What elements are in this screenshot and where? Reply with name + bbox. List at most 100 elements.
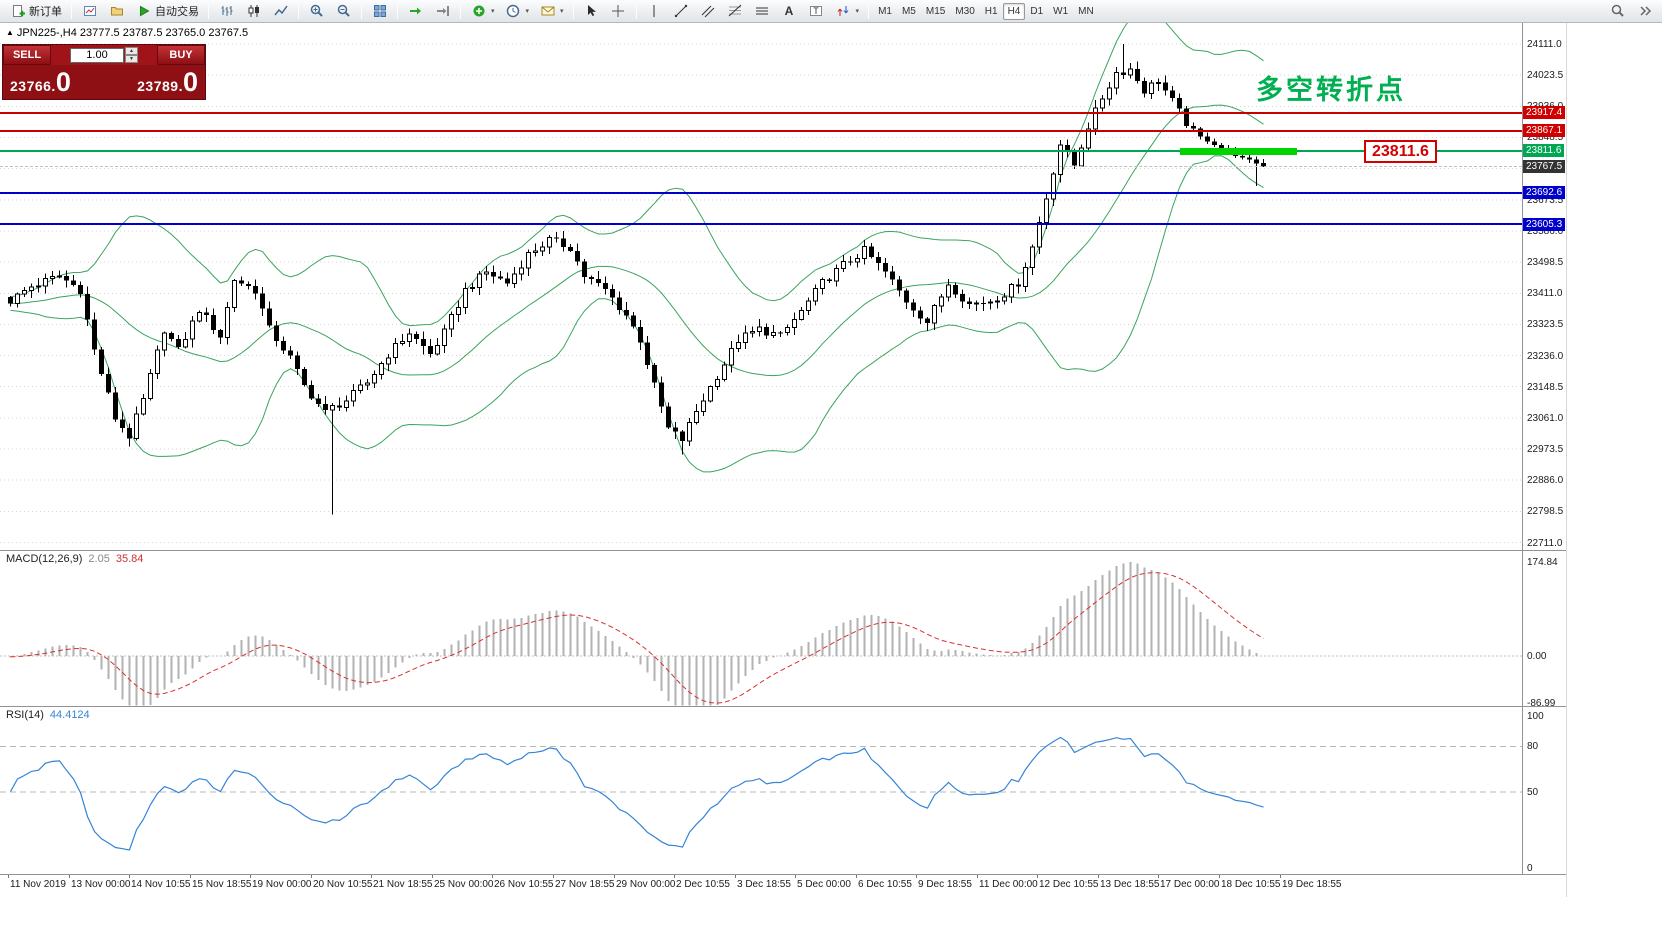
rsi-scale-label: 0 [1527, 863, 1533, 874]
buy-price-button[interactable]: 23789.0 [137, 69, 198, 96]
new-chart-icon-button[interactable] [76, 2, 103, 21]
toolbar-overflow-icon-button[interactable] [1631, 2, 1658, 21]
arrows-icon-button[interactable]: ▾ [830, 2, 865, 21]
horizontal-line-object[interactable] [0, 112, 1522, 114]
text-label-icon-button[interactable]: T [803, 2, 830, 21]
buy-price-big-digit: 0 [182, 67, 198, 97]
highlight-bar-object[interactable] [1180, 148, 1297, 155]
horizontal-line-object[interactable] [0, 223, 1522, 225]
turning-point-annotation[interactable]: 多空转折点 [1256, 75, 1406, 105]
chart-shift-icon [434, 3, 451, 20]
time-axis-tick [916, 875, 917, 878]
chart-shift-icon-button[interactable] [429, 2, 456, 21]
time-axis[interactable]: 11 Nov 2019 13 Nov 00:00 14 Nov 10:55 15 No… [0, 875, 1566, 897]
price-scale-border [1522, 23, 1523, 875]
rsi-scale-label: 100 [1527, 711, 1544, 722]
price-scale-label: 23148.5 [1527, 382, 1564, 393]
arrows-icon [835, 3, 852, 20]
sell-price-button[interactable]: 23766.0 [10, 69, 71, 96]
volume-down-button[interactable]: ▼ [125, 55, 138, 63]
macd-main-value: 2.05 [88, 553, 110, 565]
timeframe-mn-button[interactable]: MN [1073, 3, 1099, 20]
time-axis-tick [311, 875, 312, 878]
toolbar-separator [572, 3, 574, 19]
toolbar-separator [460, 3, 461, 19]
time-axis-label: 20 Nov 10:55 [313, 879, 373, 890]
profiles-icon-button[interactable] [103, 2, 130, 21]
one-click-toggle-icon[interactable]: ▲ [6, 28, 14, 37]
buy-button[interactable]: BUY [157, 45, 205, 65]
price-scale-label: 24111.0 [1527, 39, 1562, 50]
text-icon: A [781, 3, 798, 20]
svg-text:T: T [813, 6, 819, 16]
timeframe-h4-button[interactable]: H4 [1002, 2, 1026, 20]
toolbar-separator [868, 3, 870, 19]
zoom-in-icon-button[interactable] [303, 2, 330, 21]
one-click-prices: 23766.0 23789.0 [3, 65, 205, 99]
time-axis-label: 19 Dec 18:55 [1282, 879, 1342, 890]
pane-separator[interactable] [0, 550, 1566, 551]
timeframe-w1-button[interactable]: W1 [1048, 3, 1073, 20]
periodicity-icon-button[interactable]: ▾ [500, 2, 535, 21]
time-axis-label: 17 Dec 00:00 [1160, 879, 1220, 890]
line-chart-icon-button[interactable] [267, 2, 294, 21]
auto-trading-icon [135, 3, 152, 20]
cursor-icon-button[interactable] [578, 2, 605, 21]
line-chart-icon [272, 3, 289, 20]
pane-separator[interactable] [0, 706, 1566, 707]
buy-price: 23789. [137, 78, 183, 94]
rsi-canvas[interactable] [0, 707, 1522, 874]
timeframe-m30-button[interactable]: M30 [950, 3, 979, 20]
volume-up-button[interactable]: ▲ [125, 47, 138, 55]
new-order-button[interactable]: 新订单 [4, 2, 67, 21]
price-scale-label: 23498.5 [1527, 257, 1564, 268]
horizontal-line-object[interactable] [0, 130, 1522, 132]
macd-name: MACD(12,26,9) [6, 553, 83, 565]
search-icon-button[interactable] [1604, 2, 1631, 21]
volume-input[interactable] [70, 47, 124, 63]
timeframe-d1-button[interactable]: D1 [1025, 3, 1048, 20]
toolbar-separator [635, 3, 637, 19]
time-axis-label: 27 Nov 18:55 [555, 879, 615, 890]
volume-stepper: ▲ ▼ [125, 47, 138, 63]
horizontal-line-object[interactable] [0, 192, 1522, 194]
timeframe-m5-button[interactable]: M5 [897, 3, 921, 20]
timeframe-m1-button[interactable]: M1 [873, 3, 897, 20]
tile-windows-icon-button[interactable] [366, 2, 393, 21]
fibonacci-icon [727, 3, 744, 20]
time-axis-tick [1037, 875, 1038, 878]
text-icon-button[interactable]: A [776, 2, 803, 21]
templates-icon-button[interactable]: ▾ [534, 2, 569, 21]
zoom-out-icon-button[interactable] [330, 2, 357, 21]
toolbar-separator [71, 3, 72, 19]
zoom-out-icon [335, 3, 352, 20]
price-scale-label: 23236.0 [1527, 351, 1564, 362]
vertical-line-icon-button[interactable] [641, 2, 668, 21]
trendline-icon-button[interactable] [668, 2, 695, 21]
time-axis-tick [795, 875, 796, 878]
timeframe-h1-button[interactable]: H1 [980, 3, 1003, 20]
time-axis-label: 15 Nov 18:55 [192, 879, 252, 890]
horizontal-line-object[interactable] [0, 150, 1522, 152]
time-axis-tick [432, 875, 433, 878]
horizontal-lines-icon [754, 3, 771, 20]
toolbar-separator [361, 3, 362, 19]
price-callout-box[interactable]: 23811.6 [1364, 140, 1437, 163]
auto-scroll-icon-button[interactable] [402, 2, 429, 21]
channel-icon-button[interactable] [695, 2, 722, 21]
price-scale-label: 23848.5 [1527, 132, 1564, 143]
pane-separator[interactable] [0, 874, 1566, 875]
main-chart-canvas[interactable] [0, 23, 1522, 550]
crosshair-icon-button[interactable] [605, 2, 632, 21]
time-axis-label: 11 Nov 2019 [10, 879, 66, 890]
bars-icon-button[interactable] [213, 2, 240, 21]
fibonacci-icon-button[interactable] [722, 2, 749, 21]
timeframe-m15-button[interactable]: M15 [921, 3, 950, 20]
price-scale-label: 23061.0 [1527, 413, 1564, 424]
auto-trading-button[interactable]: 自动交易 [130, 2, 204, 21]
macd-canvas[interactable] [0, 551, 1522, 706]
indicators-icon-button[interactable]: ▾ [465, 2, 500, 21]
candles-icon-button[interactable] [240, 2, 267, 21]
horizontal-lines-icon-button[interactable] [749, 2, 776, 21]
sell-button[interactable]: SELL [3, 45, 51, 65]
